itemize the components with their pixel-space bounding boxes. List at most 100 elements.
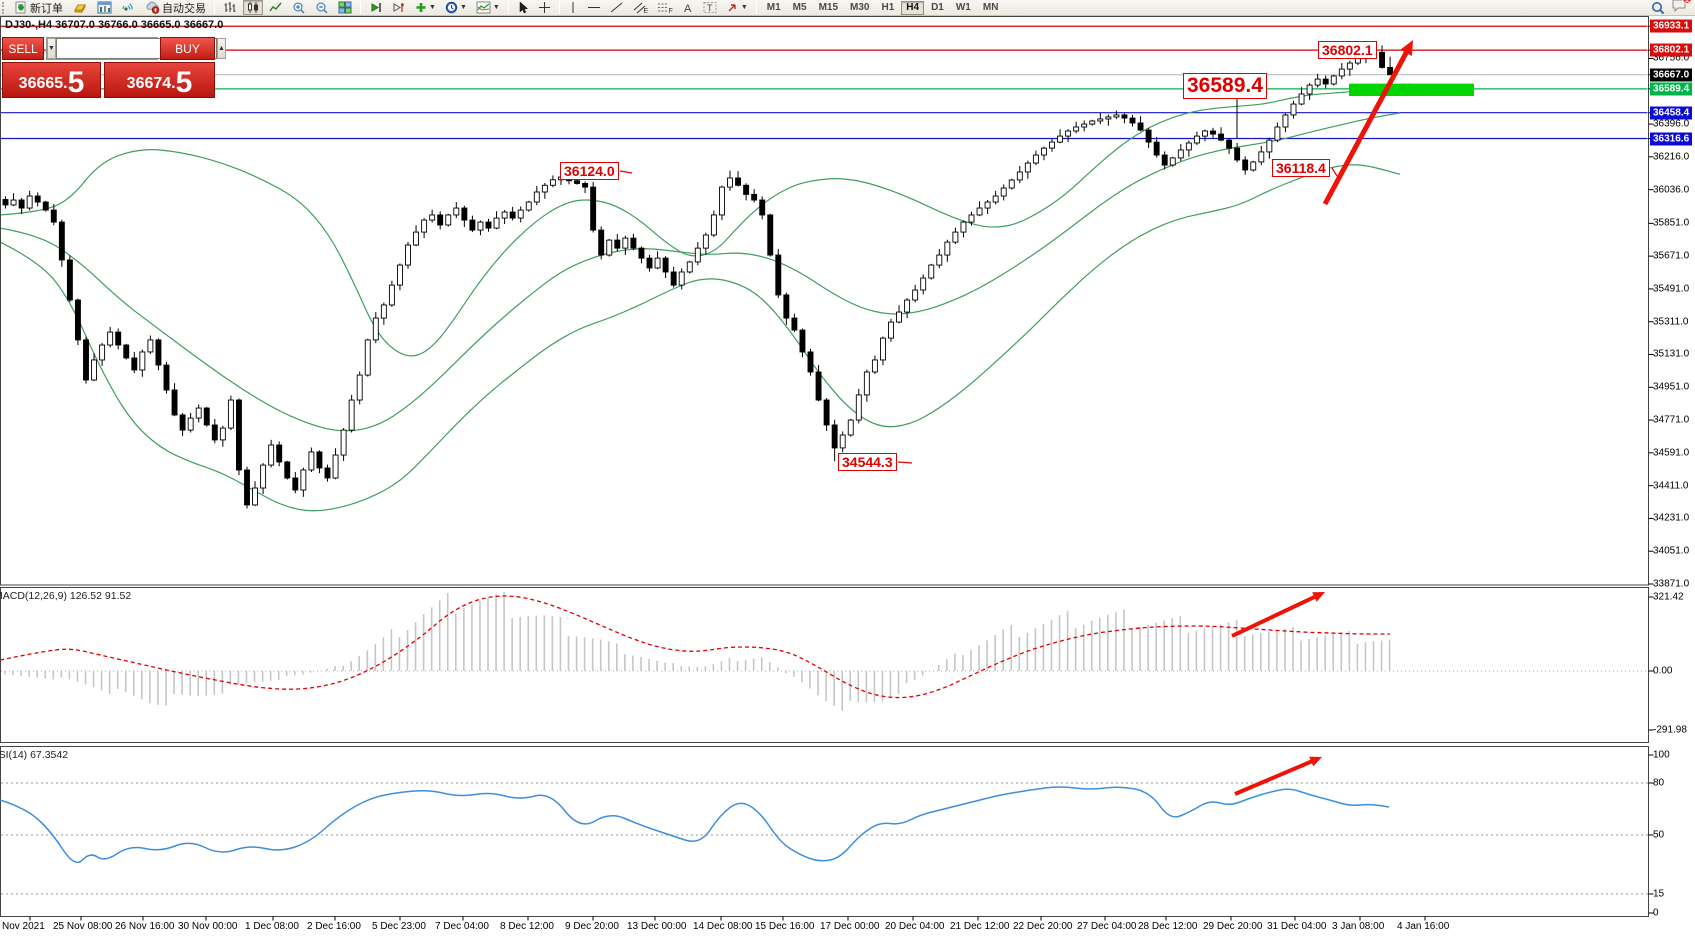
new-order-button[interactable]: 新订单 (11, 0, 66, 15)
rsi-axis-tick: 80 (1653, 777, 1665, 789)
text-label-tool-button[interactable]: T (700, 0, 720, 15)
buy-price-display[interactable]: 36674. 5 (104, 62, 215, 98)
text-tool-button[interactable]: A (679, 0, 697, 15)
vertical-line-tool-button[interactable] (565, 0, 581, 15)
search-icon[interactable] (1651, 1, 1665, 15)
buy-price-dot: . (171, 75, 176, 92)
indicators-button[interactable]: ▼ (412, 0, 439, 15)
time-axis-label: 14 Dec 08:00 (693, 921, 753, 932)
time-axis-label: 29 Dec 20:00 (1203, 921, 1263, 932)
periods-button[interactable]: ▼ (442, 0, 470, 15)
timeframe-button-M30[interactable]: M30 (850, 2, 870, 13)
arrows-tool-button[interactable]: ▼ (723, 0, 751, 15)
time-axis-label: 26 Nov 16:00 (115, 921, 175, 932)
timeframe-button-M5[interactable]: M5 (792, 2, 807, 13)
trendline-icon (610, 2, 623, 13)
volume-increase-button[interactable]: ▲ (216, 38, 226, 59)
channel-tool-button[interactable]: E (630, 0, 651, 15)
auto-trading-label: 自动交易 (162, 2, 206, 15)
price-axis-tick: 34051.0 (1653, 545, 1690, 557)
clock-icon (445, 1, 458, 14)
time-axis-label: 3 Jan 08:00 (1332, 921, 1385, 932)
equidistant-channel-icon: E (633, 2, 648, 14)
text-a-icon: A (684, 3, 692, 14)
time-axis-label: 17 Dec 00:00 (820, 921, 880, 932)
chat-button[interactable]: 1 (1671, 0, 1692, 17)
zoom-out-button[interactable] (312, 0, 332, 15)
template-icon (476, 1, 491, 14)
time-axis-label: 28 Dec 12:00 (1138, 921, 1198, 932)
timeframe-button-MN[interactable]: MN (982, 2, 999, 13)
cursor-icon (519, 1, 528, 14)
timeframe-button-D1[interactable]: D1 (931, 2, 944, 13)
text-label-icon: T (703, 2, 717, 13)
chart-area[interactable]: DJ30-,H4 36707.0 36766.0 36665.0 36667.0… (0, 16, 1695, 937)
time-axis-label: 7 Dec 04:00 (435, 921, 489, 932)
toolbar-separator (360, 1, 361, 14)
gold-bar-icon (74, 3, 86, 14)
rsi-axis-tick: 100 (1653, 749, 1670, 761)
fibonacci-icon: F (657, 3, 673, 14)
price-annotation[interactable]: 36802.1 (1318, 41, 1377, 60)
chart-canvas[interactable] (0, 16, 1695, 937)
market-watch-button[interactable] (69, 0, 91, 15)
auto-scroll-button[interactable] (366, 0, 386, 15)
templates-button[interactable]: ▼ (473, 0, 503, 15)
auto-trading-button[interactable]: 自动交易 (142, 0, 209, 15)
price-axis-badge: 36458.4 (1650, 106, 1693, 120)
price-annotation[interactable]: 36124.0 (560, 162, 619, 181)
fibonacci-tool-button[interactable]: F (654, 0, 676, 15)
crosshair-tool-button[interactable] (535, 0, 554, 15)
signals-button[interactable] (118, 0, 139, 15)
macd-axis-tick: 321.42 (1653, 591, 1684, 603)
price-axis-tick: 33871.0 (1653, 578, 1690, 590)
cursor-tool-button[interactable] (514, 0, 532, 15)
main-toolbar: 新订单 自动交易 (0, 0, 1695, 16)
sell-button[interactable]: SELL (2, 37, 44, 60)
toolbar-grip[interactable] (2, 1, 6, 14)
chart-window-button[interactable] (94, 0, 115, 15)
new-order-label: 新订单 (30, 2, 63, 15)
timeframe-button-W1[interactable]: W1 (955, 2, 971, 13)
volume-stepper: ▼ ▲ (46, 37, 226, 60)
toolbar-separator (558, 1, 560, 14)
crosshair-icon (538, 2, 550, 13)
zoom-in-button[interactable] (289, 0, 309, 15)
price-annotation[interactable]: 36118.4 (1272, 159, 1330, 178)
price-annotation[interactable]: 36589.4 (1183, 73, 1267, 100)
zoom-in-icon (293, 2, 305, 14)
time-axis-label: 27 Dec 04:00 (1077, 921, 1137, 932)
horizontal-line-tool-button[interactable] (584, 0, 604, 15)
chevron-down-icon: ▼ (492, 4, 500, 11)
buy-price-main: 36674 (126, 75, 172, 92)
volume-decrease-button[interactable]: ▼ (47, 38, 56, 59)
line-chart-icon (269, 2, 282, 12)
price-axis-tick: 35851.0 (1653, 217, 1690, 229)
bar-chart-mode-button[interactable] (220, 0, 240, 15)
timeframe-button-H4[interactable]: H4 (901, 0, 925, 15)
bar-chart-icon (224, 2, 236, 12)
line-chart-mode-button[interactable] (266, 0, 286, 15)
main-pane (1, 25, 1648, 512)
trendline-tool-button[interactable] (607, 0, 627, 15)
chart-shift-button[interactable] (389, 0, 409, 15)
price-axis-tick: 35491.0 (1653, 283, 1690, 295)
buy-button[interactable]: BUY (160, 37, 215, 60)
price-axis-tick: 34591.0 (1653, 447, 1690, 459)
sell-price-display[interactable]: 36665. 5 (2, 62, 101, 98)
timeframe-button-M1[interactable]: M1 (766, 2, 781, 13)
price-axis-badge: 36667.0 (1650, 68, 1693, 82)
tile-windows-button[interactable] (335, 0, 355, 15)
timeframe-button-M15[interactable]: M15 (818, 2, 839, 13)
chevron-down-icon: ▼ (459, 4, 467, 11)
price-axis-tick: 34951.0 (1653, 381, 1690, 393)
timeframe-bar: M1 M5 M15 M30 H1 H4 D1 W1 MN (762, 0, 1004, 15)
price-axis-badge: 36933.1 (1650, 19, 1693, 33)
candlestick-mode-button[interactable] (243, 0, 263, 15)
time-axis-label: 8 Dec 12:00 (500, 921, 554, 932)
chart-window-icon (97, 1, 112, 14)
timeframe-button-H1[interactable]: H1 (881, 2, 895, 13)
price-annotation[interactable]: 34544.3 (838, 453, 897, 472)
time-axis-label: 1 Dec 08:00 (245, 921, 299, 932)
svg-text:T: T (707, 3, 713, 13)
